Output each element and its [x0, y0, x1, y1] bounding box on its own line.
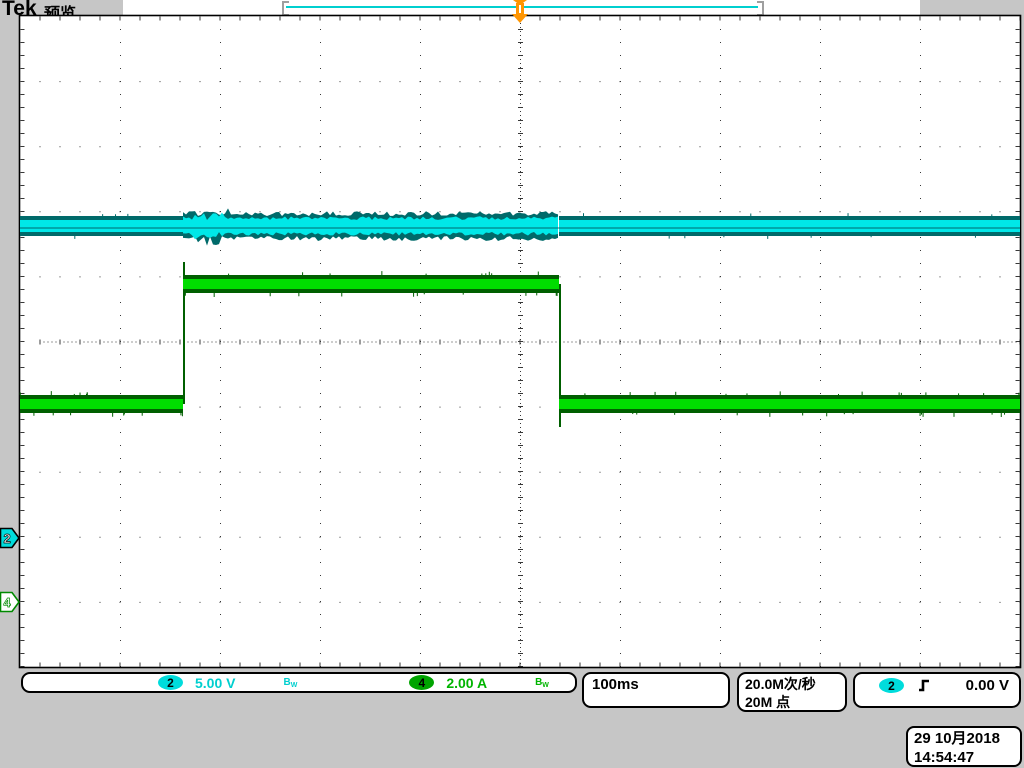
display-area [20, 16, 1020, 667]
date-value: 29 10月2018 [914, 730, 1000, 747]
trigger-readout-box[interactable]: 2 0.00 V [853, 672, 1021, 708]
record-waveform-line [286, 6, 758, 8]
sample-rate-value: 20.0M次/秒 [745, 676, 816, 692]
ch2-badge[interactable]: 2 [158, 675, 183, 690]
timebase-readout-box[interactable]: 100ms [582, 672, 730, 708]
svg-text:4: 4 [4, 595, 12, 610]
ch4-badge[interactable]: 4 [409, 675, 435, 690]
rising-edge-icon [919, 679, 929, 692]
acquisition-readout-box[interactable]: 20.0M次/秒 20M 点 [737, 672, 847, 712]
record-window-bracket-right[interactable] [757, 1, 764, 16]
record-view-strip[interactable] [123, 0, 920, 16]
trigger-level-readout: 0.00 V [965, 677, 1009, 694]
ch2-position-marker[interactable]: 2 [0, 527, 20, 549]
ch4-scale-readout: 2.00 A [446, 674, 488, 691]
channel-readout-box[interactable]: 2 5.00 V BW 4 2.00 A BW [21, 672, 577, 693]
timebase-value: 100ms [592, 676, 639, 693]
ch2-scale-readout: 5.00 V [195, 674, 236, 691]
record-length-value: 20M 点 [745, 694, 791, 710]
ch4-position-marker[interactable]: 4 [0, 591, 20, 613]
datetime-box: 29 10月2018 14:54:47 [906, 726, 1022, 767]
ch2-bandwidth-limit-icon: BW [283, 676, 298, 689]
trigger-source-badge: 2 [879, 678, 904, 693]
time-value: 14:54:47 [914, 749, 975, 766]
ch4-bandwidth-limit-icon: BW [535, 676, 549, 689]
record-window-bracket-left[interactable] [282, 1, 289, 16]
svg-text:2: 2 [4, 531, 11, 546]
